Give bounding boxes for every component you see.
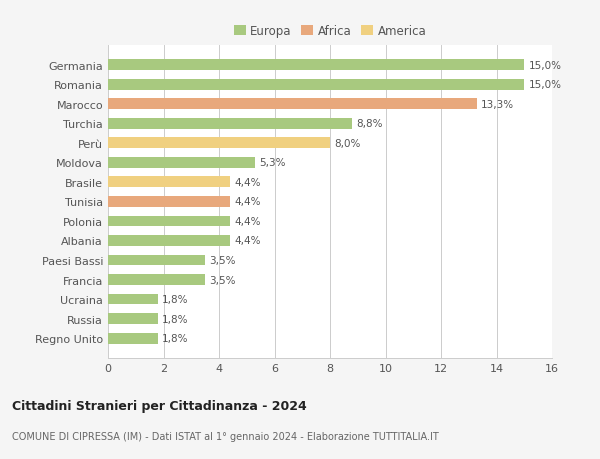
Text: 4,4%: 4,4% <box>234 236 261 246</box>
Text: 1,8%: 1,8% <box>162 295 188 304</box>
Bar <box>108 313 158 325</box>
Text: 3,5%: 3,5% <box>209 256 236 265</box>
Bar <box>108 157 255 168</box>
Bar <box>108 196 230 207</box>
Legend: Europa, Africa, America: Europa, Africa, America <box>229 21 431 43</box>
Text: 13,3%: 13,3% <box>481 100 514 109</box>
Bar <box>108 138 330 149</box>
Text: 15,0%: 15,0% <box>529 61 562 70</box>
Text: 5,3%: 5,3% <box>259 158 286 168</box>
Bar <box>108 235 230 246</box>
Text: 1,8%: 1,8% <box>162 314 188 324</box>
Bar <box>108 118 352 129</box>
Text: 4,4%: 4,4% <box>234 197 261 207</box>
Text: 4,4%: 4,4% <box>234 217 261 226</box>
Text: 1,8%: 1,8% <box>162 334 188 343</box>
Bar <box>108 216 230 227</box>
Text: 15,0%: 15,0% <box>529 80 562 90</box>
Bar <box>108 60 524 71</box>
Text: 3,5%: 3,5% <box>209 275 236 285</box>
Bar <box>108 274 205 285</box>
Text: COMUNE DI CIPRESSA (IM) - Dati ISTAT al 1° gennaio 2024 - Elaborazione TUTTITALI: COMUNE DI CIPRESSA (IM) - Dati ISTAT al … <box>12 431 439 442</box>
Text: 8,0%: 8,0% <box>334 139 361 148</box>
Bar <box>108 255 205 266</box>
Text: Cittadini Stranieri per Cittadinanza - 2024: Cittadini Stranieri per Cittadinanza - 2… <box>12 399 307 412</box>
Bar <box>108 177 230 188</box>
Bar <box>108 99 477 110</box>
Bar <box>108 333 158 344</box>
Text: 4,4%: 4,4% <box>234 178 261 187</box>
Bar <box>108 79 524 90</box>
Text: 8,8%: 8,8% <box>356 119 383 129</box>
Bar <box>108 294 158 305</box>
